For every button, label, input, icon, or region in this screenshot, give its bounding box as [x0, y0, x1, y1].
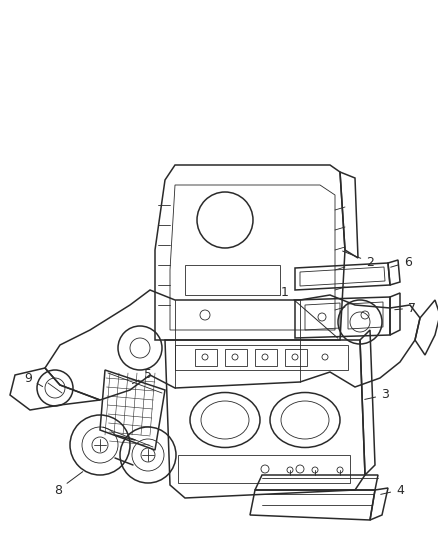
Text: 9: 9 — [24, 372, 42, 386]
Text: 5: 5 — [132, 368, 152, 384]
Text: 8: 8 — [54, 472, 83, 497]
Text: 6: 6 — [391, 255, 412, 269]
Text: 1: 1 — [281, 286, 338, 338]
Text: 7: 7 — [395, 302, 416, 314]
Text: 3: 3 — [365, 389, 389, 401]
Text: 4: 4 — [381, 483, 404, 497]
Text: 2: 2 — [343, 251, 374, 269]
